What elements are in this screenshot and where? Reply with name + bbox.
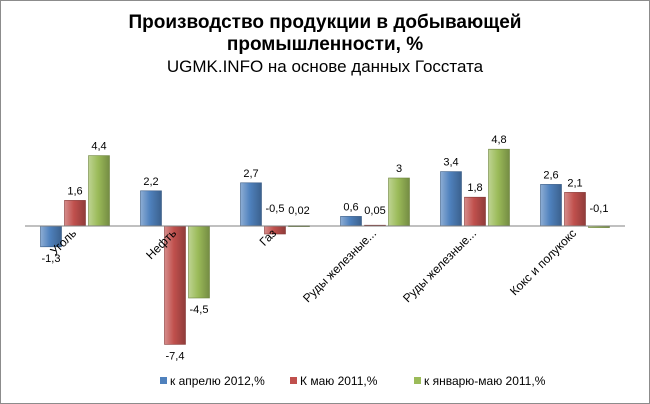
bar-2-4 [488,148,510,227]
data-label-0-3: 0,6 [343,201,358,213]
data-label-1-5: 2,1 [567,177,582,189]
data-label-2-0: 4,4 [91,141,106,153]
chart-title-line-2: промышленности, % [226,34,424,55]
data-label-2-3: 3 [396,163,402,175]
data-label-1-1: -7,4 [166,350,185,362]
data-label-0-5: 2,6 [543,169,558,181]
legend-label-0: к апрелю 2012,% [170,374,265,388]
data-label-2-2: 0,02 [288,205,309,217]
data-label-0-4: 3,4 [443,157,458,169]
legend-label-2: к январю-маю 2011,% [424,374,546,388]
data-labels-layer: -1,3 1,6 4,4 2,2 -7,4 -4,5 2,7 -0,5 0,02 0,6 0,05 3… [42,134,609,362]
bar-1-4 [464,196,486,227]
bar-0-2 [240,182,262,227]
bar-1-0 [64,200,86,227]
legend-swatch-0 [160,377,167,384]
bar-0-5 [540,184,562,227]
category-label-4: Руды железные... [400,226,479,305]
legend-label-1: К маю 2011,% [300,374,378,388]
data-label-2-5: -0,1 [590,203,609,215]
bar-1-5 [564,192,586,227]
bar-0-4 [440,171,462,227]
chart-title-line-1: Производство продукции в добывающей [128,12,522,33]
legend-swatch-1 [290,377,297,384]
data-label-1-0: 1,6 [67,185,82,197]
data-label-2-1: -4,5 [190,304,209,316]
legend-swatch-2 [414,377,421,384]
data-label-0-0: -1,3 [42,253,61,265]
bar-0-3 [340,216,362,227]
category-label-3: Руды железные... [300,226,379,305]
category-labels-layer: Уголь Нефть Газ Руды железные... Руды железн… [47,226,579,305]
data-label-1-4: 1,8 [467,182,482,194]
bars-layer [40,148,610,345]
data-label-0-2: 2,7 [243,168,258,180]
category-label-5: Кокс и полукокс [507,226,579,298]
legend: к апрелю 2012,% К маю 2011,% к январю-маю … [160,374,546,388]
bar-2-0 [88,155,110,227]
data-label-1-3: 0,05 [364,205,385,217]
bar-2-1 [188,225,210,299]
bar-0-1 [140,190,162,227]
data-label-0-1: 2,2 [143,176,158,188]
data-label-1-2: -0,5 [266,203,285,215]
chart-subtitle: UGMK.INFO на основе данных Госстата [166,57,484,76]
data-label-2-4: 4,8 [491,134,506,146]
bar-2-3 [388,177,410,227]
